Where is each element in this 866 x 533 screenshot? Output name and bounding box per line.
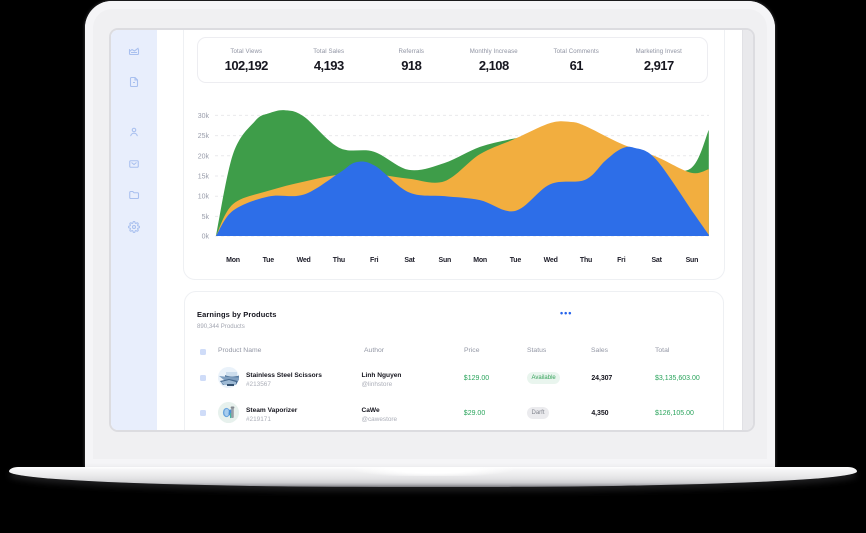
svg-text:10k: 10k <box>198 194 210 201</box>
svg-text:Wed: Wed <box>297 257 311 264</box>
svg-text:Tue: Tue <box>263 257 275 264</box>
svg-text:30k: 30k <box>198 113 210 120</box>
svg-text:Sat: Sat <box>404 257 415 264</box>
svg-text:Sun: Sun <box>686 257 699 264</box>
svg-text:Mon: Mon <box>473 257 487 264</box>
svg-text:Sun: Sun <box>438 257 451 264</box>
svg-text:5k: 5k <box>202 214 210 221</box>
svg-text:Thu: Thu <box>333 257 345 264</box>
svg-text:20k: 20k <box>198 153 210 160</box>
svg-text:Tue: Tue <box>510 257 522 264</box>
svg-text:Thu: Thu <box>580 257 592 264</box>
svg-text:0k: 0k <box>202 234 210 241</box>
svg-text:Wed: Wed <box>544 257 558 264</box>
svg-text:25k: 25k <box>198 133 210 140</box>
svg-text:Mon: Mon <box>226 257 240 264</box>
svg-text:Fri: Fri <box>617 257 626 264</box>
svg-text:15k: 15k <box>198 174 210 181</box>
svg-text:Sat: Sat <box>651 257 662 264</box>
svg-text:Fri: Fri <box>370 257 379 264</box>
